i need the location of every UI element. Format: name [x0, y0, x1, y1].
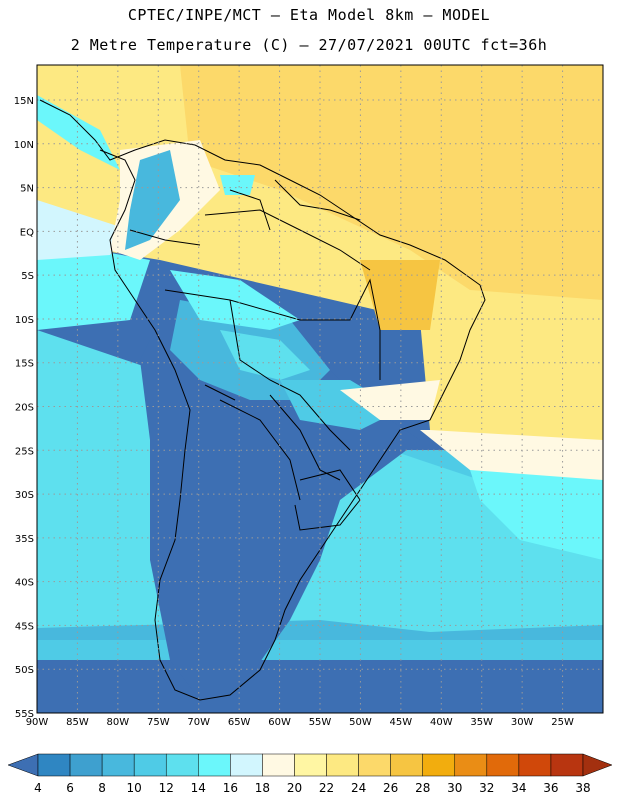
colorbar-label: 14: [191, 781, 206, 795]
lon-label: 80W: [107, 717, 130, 728]
colorbar-segment: [390, 753, 423, 777]
lat-label: 55S: [15, 709, 34, 720]
lat-label: 25S: [15, 446, 34, 457]
colorbar-segment: [133, 753, 167, 777]
colorbar-arrow-low: [7, 753, 39, 777]
colorbar-segment: [262, 753, 295, 777]
colorbar-label: 16: [223, 781, 238, 795]
colorbar-segment: [454, 753, 488, 777]
lat-label: EQ: [20, 227, 34, 238]
lon-label: 45W: [390, 717, 413, 728]
colorbar-label: 28: [415, 781, 430, 795]
colorbar-segment: [486, 753, 520, 777]
lat-label: 20S: [15, 403, 34, 414]
lat-label: 10N: [14, 140, 34, 151]
lat-label: 40S: [15, 578, 34, 589]
lon-label: 25W: [551, 717, 574, 728]
lat-label: 50S: [15, 665, 34, 676]
colorbar-label: 8: [98, 781, 106, 795]
lon-label: 85W: [66, 717, 89, 728]
colorbar-label: 18: [255, 781, 270, 795]
colorbar-label: 22: [319, 781, 334, 795]
lon-label: 90W: [26, 717, 49, 728]
map-subtitle: 2 Metre Temperature (C) – 27/07/2021 00U…: [70, 36, 548, 54]
colorbar-label: 30: [447, 781, 462, 795]
country-borders: [39, 99, 486, 701]
latitude-labels: 15N 10N 5N EQ 5S 10S 15S 20S 25S 30S 35S 40S 45S 50S 5…: [14, 96, 34, 720]
lat-label: 5S: [21, 271, 34, 282]
colorbar-segment: [198, 753, 231, 777]
lon-label: 75W: [147, 717, 170, 728]
lat-label: 45S: [15, 621, 34, 632]
colorbar-arrow-high: [582, 753, 613, 777]
colorbar-label: 24: [351, 781, 366, 795]
map-frame: [36, 64, 604, 714]
colorbar-segment: [294, 753, 327, 777]
colorbar: 4 6 8 10 12 14 16 18 20 22 24 26 28 30 32 34 36 38: [7, 753, 613, 795]
colorbar-segment: [326, 753, 359, 777]
graticule: [37, 65, 603, 713]
colorbar-label: 26: [383, 781, 398, 795]
colorbar-label: 38: [575, 781, 590, 795]
lat-label: 15N: [14, 96, 34, 107]
lon-label: 30W: [511, 717, 534, 728]
longitude-labels: 90W 85W 80W 75W 70W 65W 60W 55W 50W 45W 40W 35W 30W 2…: [26, 717, 574, 728]
colorbar-segment: [230, 753, 263, 777]
colorbar-segment: [37, 753, 71, 777]
colorbar-segment: [101, 753, 135, 777]
colorbar-label: 4: [34, 781, 42, 795]
colorbar-segment: [550, 753, 584, 777]
lon-label: 50W: [349, 717, 372, 728]
lon-label: 65W: [228, 717, 251, 728]
colorbar-segment: [69, 753, 103, 777]
colorbar-label: 10: [127, 781, 142, 795]
colorbar-label: 32: [479, 781, 494, 795]
colorbar-segment: [422, 753, 456, 777]
colorbar-label: 34: [511, 781, 526, 795]
colorbar-label: 6: [66, 781, 74, 795]
map-title: CPTEC/INPE/MCT – Eta Model 8km – MODEL: [127, 6, 491, 24]
colorbar-segment: [358, 753, 391, 777]
lon-label: 70W: [187, 717, 210, 728]
colorbar-label: 36: [543, 781, 558, 795]
lat-label: 5N: [20, 184, 34, 195]
colorbar-label: 20: [287, 781, 302, 795]
lon-label: 55W: [309, 717, 332, 728]
lon-label: 40W: [430, 717, 453, 728]
lat-label: 30S: [15, 490, 34, 501]
lon-label: 35W: [470, 717, 493, 728]
lat-label: 10S: [15, 315, 34, 326]
colorbar-segment: [518, 753, 552, 777]
lon-label: 60W: [268, 717, 291, 728]
lat-label: 35S: [15, 534, 34, 545]
lat-label: 15S: [15, 359, 34, 370]
colorbar-label: 12: [159, 781, 174, 795]
colorbar-segment: [165, 753, 199, 777]
